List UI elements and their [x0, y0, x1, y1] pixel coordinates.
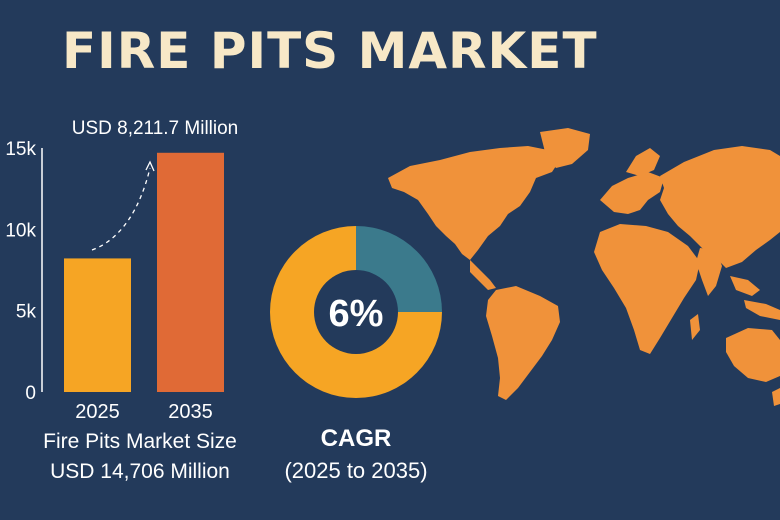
continent-shape: [660, 146, 780, 268]
y-tick-label: 5k: [16, 302, 37, 323]
bar-chart: 0 5k 10k 15k 2025 2035 USD 8,211.7 Million F…: [5, 118, 238, 483]
continent-shape: [600, 172, 664, 214]
continent-shape: [726, 328, 780, 382]
x-tick-label: 2025: [75, 401, 120, 423]
continent-shape: [696, 248, 722, 296]
world-map-icon: [388, 128, 780, 406]
donut-hole: [314, 270, 398, 354]
cagr-period: (2025 to 2035): [284, 458, 427, 483]
continent-shape: [766, 200, 780, 228]
continent-shape: [730, 276, 760, 296]
bar-value-label: USD 8,211.7 Million: [72, 118, 239, 139]
continent-shape: [470, 260, 496, 290]
chart-caption: Fire Pits Market Size: [43, 430, 237, 453]
page-title: FIRE PITS MARKET: [62, 22, 598, 80]
continent-shape: [594, 224, 700, 354]
y-tick-label: 0: [25, 383, 36, 404]
growth-arrow-head-icon: [145, 160, 155, 172]
x-axis-labels: 2025 2035: [75, 401, 213, 423]
cagr-label: CAGR: [321, 425, 392, 452]
y-axis-ticks: 0 5k 10k 15k: [5, 139, 36, 404]
donut-chart: 6% CAGR (2025 to 2035): [270, 226, 442, 483]
x-tick-label: 2035: [168, 401, 213, 423]
cagr-value: 6%: [329, 293, 384, 335]
continent-shape: [772, 388, 780, 406]
continent-shape: [486, 286, 560, 400]
continent-shape: [540, 128, 590, 168]
bar-2025: [64, 258, 131, 392]
continent-shape: [744, 300, 780, 320]
bar-2035: [157, 152, 224, 392]
growth-arrow-icon: [91, 167, 151, 251]
continent-shape: [388, 146, 560, 260]
bars: [64, 152, 224, 392]
chart-caption-value: USD 14,706 Million: [50, 460, 230, 483]
y-tick-label: 15k: [5, 139, 36, 160]
continent-shape: [690, 314, 700, 340]
y-tick-label: 10k: [5, 220, 36, 241]
continent-shape: [626, 148, 660, 176]
